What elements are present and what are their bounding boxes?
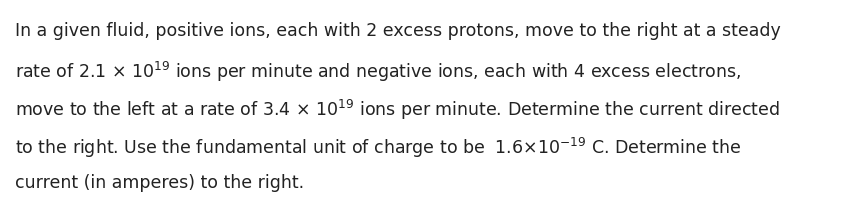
Text: move to the left at a rate of 3.4 $\times$ 10$^{19}$ ions per minute. Determine : move to the left at a rate of 3.4 $\time… xyxy=(15,98,780,122)
Text: rate of 2.1 $\times$ 10$^{19}$ ions per minute and negative ions, each with 4 ex: rate of 2.1 $\times$ 10$^{19}$ ions per … xyxy=(15,60,741,84)
Text: In a given fluid, positive ions, each with 2 excess protons, move to the right a: In a given fluid, positive ions, each wi… xyxy=(15,22,781,40)
Text: to the right. Use the fundamental unit of charge to be  1.6$\times$10$^{-19}$ C.: to the right. Use the fundamental unit o… xyxy=(15,136,742,160)
Text: current (in amperes) to the right.: current (in amperes) to the right. xyxy=(15,174,304,192)
